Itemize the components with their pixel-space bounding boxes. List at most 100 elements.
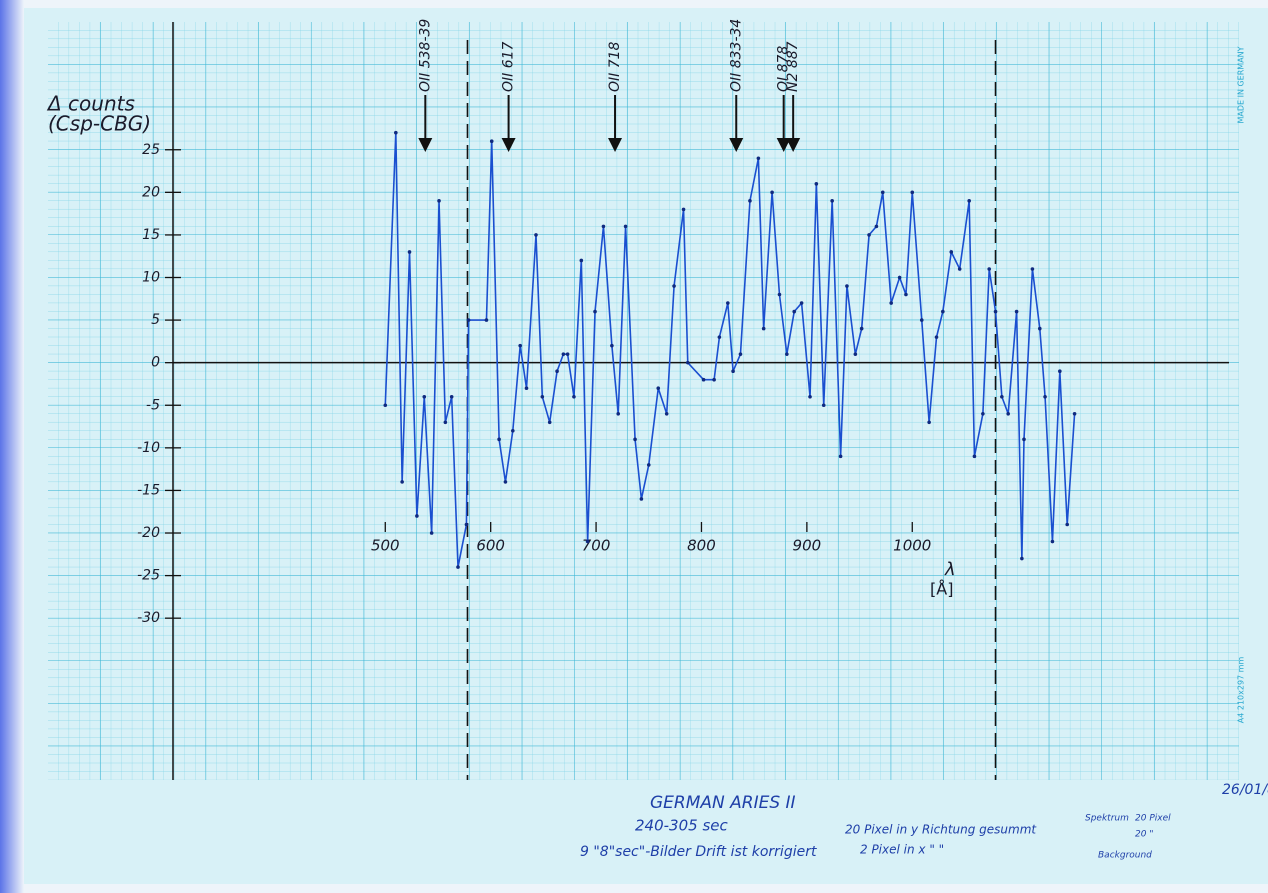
data-point [967, 199, 971, 203]
y-tick-label: 5 [151, 312, 160, 328]
data-point [770, 191, 774, 195]
data-point [1020, 557, 1024, 561]
scan: Δ counts (Csp-CBG) λ [Å] MADE IN GERMANY… [0, 0, 1268, 893]
data-point [757, 156, 761, 160]
data-point [935, 335, 939, 339]
chart: Δ counts (Csp-CBG) λ [Å] MADE IN GERMANY… [0, 0, 1268, 893]
data-point [602, 225, 606, 229]
x-tick-label: 500 [371, 537, 400, 555]
data-point [718, 335, 722, 339]
note: 20 " [1135, 830, 1153, 840]
data-point [562, 352, 566, 356]
data-point [610, 344, 614, 348]
data-point [647, 463, 651, 467]
note: Spektrum [1085, 814, 1129, 824]
data-point [941, 310, 945, 314]
data-point [854, 352, 858, 356]
data-point [467, 318, 471, 322]
data-point [525, 386, 529, 390]
data-point [566, 352, 570, 356]
data-point [785, 352, 789, 356]
data-point [485, 318, 489, 322]
data-point [748, 199, 752, 203]
data-point [548, 420, 552, 424]
annotation: OII 833-34 [728, 19, 744, 92]
margin-text: A4 210x297 mm [1237, 657, 1246, 724]
data-point [1000, 395, 1004, 399]
data-point [1051, 540, 1055, 544]
data-point [712, 378, 716, 382]
data-point [1065, 523, 1069, 527]
grid-coarse [48, 22, 1239, 780]
data-point [437, 199, 441, 203]
data-point [656, 386, 660, 390]
data-point [665, 412, 669, 416]
data-point [927, 420, 931, 424]
data-point [394, 131, 398, 135]
data-point [904, 293, 908, 297]
data-point [1006, 412, 1010, 416]
data-point [920, 318, 924, 322]
y-tick-label: 25 [142, 142, 160, 158]
annotation: OII 718 [607, 41, 623, 92]
data-point [640, 497, 644, 501]
data-point [1043, 395, 1047, 399]
y-tick-label: -20 [137, 525, 160, 541]
data-point [1015, 310, 1019, 314]
data-point [497, 438, 501, 442]
data-point [534, 233, 538, 237]
x-label: λ [944, 559, 956, 580]
data-point [633, 438, 637, 442]
data-point [465, 523, 469, 527]
data-point [867, 233, 871, 237]
note: 20 Pixel [1135, 814, 1171, 824]
data-point [830, 199, 834, 203]
x-tick-label: 700 [582, 537, 611, 555]
data-point [408, 250, 412, 254]
note: 240-305 sec [635, 817, 728, 835]
data-point [541, 395, 545, 399]
data-point [1022, 438, 1026, 442]
data-point [682, 208, 686, 212]
margin-text: MADE IN GERMANY [1237, 46, 1246, 123]
data-point [1031, 267, 1035, 271]
y-tick-label: -10 [137, 440, 160, 456]
data-point [1038, 327, 1042, 331]
y-tick-label: 15 [142, 227, 160, 243]
data-point [511, 429, 515, 433]
note: GERMAN ARIES II [650, 793, 796, 813]
data-point [839, 455, 843, 459]
note: 20 Pixel in y Richtung gesummt [845, 823, 1037, 837]
data-point [383, 403, 387, 407]
y-tick-label: 10 [142, 270, 160, 286]
data-point [889, 301, 893, 305]
data-point [593, 310, 597, 314]
data-point [881, 191, 885, 195]
annotation: OII 538-39 [417, 19, 433, 92]
note: 26/01/84 [1222, 782, 1268, 798]
y-tick-label: -25 [137, 568, 160, 584]
y-tick-label: 0 [151, 355, 160, 371]
data-point [762, 327, 766, 331]
data-point [456, 565, 460, 569]
data-point [981, 412, 985, 416]
y-tick-label: 20 [142, 184, 160, 200]
data-point [731, 369, 735, 373]
data-point [778, 293, 782, 297]
data-point [994, 310, 998, 314]
annotation: OII 617 [501, 41, 517, 92]
note: Background [1098, 851, 1152, 861]
data-point [1058, 369, 1062, 373]
y-tick-label: -15 [137, 482, 160, 498]
data-point [580, 259, 584, 263]
data-point [616, 412, 620, 416]
data-point [490, 139, 494, 143]
data-point [624, 225, 628, 229]
data-point [726, 301, 730, 305]
data-point [808, 395, 812, 399]
data-point [504, 480, 508, 484]
data-point [586, 540, 590, 544]
x-unit: [Å] [930, 580, 953, 599]
y-label-sub: (Csp-CBG) [48, 112, 151, 136]
x-tick-label: 800 [687, 537, 716, 555]
